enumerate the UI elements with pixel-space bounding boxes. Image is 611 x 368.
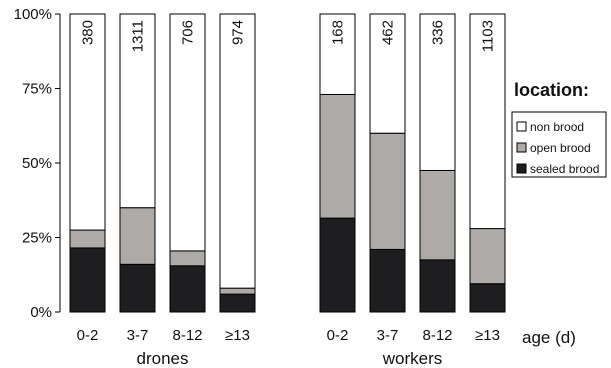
bar-segment-non-brood <box>219 13 256 289</box>
bar-segment-sealed-brood <box>319 217 356 313</box>
count-label: 336 <box>430 20 447 45</box>
legend-swatch <box>516 163 527 174</box>
bar-segment-non-brood <box>119 13 156 209</box>
bar-segment-non-brood <box>469 13 506 230</box>
y-tick-label: 75% <box>22 81 52 98</box>
legend-box <box>511 111 607 178</box>
legend-swatch <box>516 142 527 153</box>
group-labels: drones workers <box>137 349 443 368</box>
category-label: ≥13 <box>225 327 250 344</box>
legend-title: location: <box>514 80 589 100</box>
bar-segment-sealed-brood <box>169 265 206 313</box>
category-label: ≥13 <box>475 327 500 344</box>
bar-segment-non-brood <box>419 13 456 171</box>
bars <box>69 13 506 313</box>
count-label: 974 <box>230 20 247 45</box>
category-label: 3-7 <box>127 327 149 344</box>
x-axis-label: age (d) <box>522 328 576 347</box>
legend-label: open brood <box>530 141 591 155</box>
category-label: 8-12 <box>172 327 202 344</box>
category-label: 3-7 <box>377 327 399 344</box>
bar-segment-sealed-brood <box>369 248 406 313</box>
legend: non brood open brood sealed brood <box>511 111 607 178</box>
count-label: 1103 <box>480 20 497 52</box>
category-labels: 0-2 3-7 8-12 ≥13 0-2 3-7 8-12 ≥13 <box>77 327 500 344</box>
bar-segment-open-brood <box>419 169 456 261</box>
group-label: workers <box>382 349 443 368</box>
bar-segment-open-brood <box>319 93 356 219</box>
bar-segment-open-brood <box>369 132 406 250</box>
count-label: 706 <box>180 20 197 45</box>
y-tick-label: 50% <box>22 155 52 172</box>
bar-segment-non-brood <box>69 13 106 231</box>
category-label: 0-2 <box>77 327 99 344</box>
bar-segment-open-brood <box>69 229 106 249</box>
bar-segment-sealed-brood <box>469 283 506 313</box>
y-tick-label: 100% <box>14 6 52 23</box>
bar-segment-non-brood <box>169 13 206 252</box>
legend-swatch <box>516 121 527 132</box>
y-axis: 0% 25% 50% 75% 100% <box>14 6 61 321</box>
category-label: 0-2 <box>327 327 349 344</box>
count-label: 380 <box>80 20 97 45</box>
count-labels: 380 1311 706 974 168 462 336 1103 <box>80 20 497 52</box>
y-tick-label: 25% <box>22 230 52 247</box>
group-label: drones <box>137 349 189 368</box>
bar-segment-open-brood <box>169 250 206 267</box>
count-label: 462 <box>380 20 397 45</box>
count-label: 168 <box>330 20 347 45</box>
bar-segment-sealed-brood <box>119 263 156 313</box>
bar-segment-sealed-brood <box>69 247 106 313</box>
bar-segment-sealed-brood <box>219 293 256 313</box>
bar-segment-open-brood <box>469 228 506 285</box>
legend-label: non brood <box>530 120 584 134</box>
count-label: 1311 <box>130 20 147 52</box>
bar-segment-sealed-brood <box>419 259 456 313</box>
bar-segment-open-brood <box>119 207 156 265</box>
bar-segment-non-brood <box>319 13 356 95</box>
legend-label: sealed brood <box>530 162 599 176</box>
bar-segment-non-brood <box>369 13 406 134</box>
bar-segment-open-brood <box>219 287 256 295</box>
y-tick-label: 0% <box>30 304 52 321</box>
category-label: 8-12 <box>422 327 452 344</box>
